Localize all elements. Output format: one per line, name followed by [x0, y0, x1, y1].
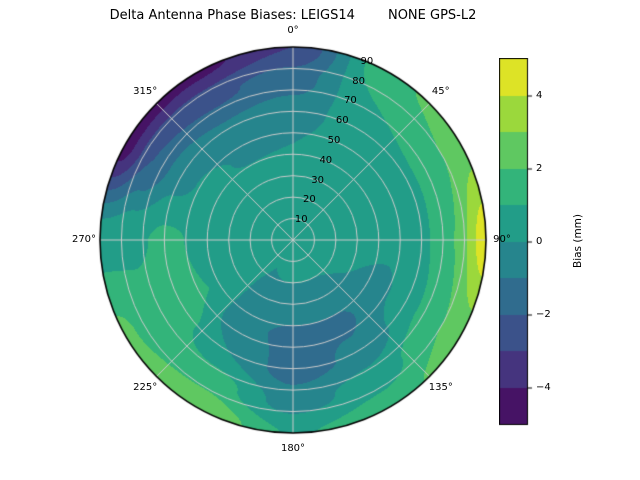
angular-tick-270deg: 270° — [71, 234, 97, 245]
radial-tick-50: 50 — [327, 134, 341, 146]
radial-tick-70: 70 — [344, 95, 357, 107]
radial-tick-10: 10 — [294, 214, 308, 226]
colorbar-tick--2: −2 — [536, 308, 551, 320]
colorbar-tick-4: 4 — [536, 89, 543, 101]
angular-tick-0deg: 0° — [287, 25, 299, 36]
radial-tick-60: 60 — [335, 115, 349, 127]
radial-tick-80: 80 — [352, 75, 366, 87]
angular-tick-180deg: 180° — [280, 443, 306, 454]
radial-tick-90: 90 — [360, 55, 374, 67]
angular-tick-90deg: 90° — [493, 234, 511, 245]
angular-tick-135deg: 135° — [428, 381, 453, 393]
colorbar-tick-2: 2 — [536, 162, 543, 174]
angular-tick-45deg: 45° — [431, 86, 450, 98]
colorbar-tick--4: −4 — [536, 381, 551, 393]
radial-tick-40: 40 — [319, 154, 333, 166]
colorbar-label: Bias (mm) — [572, 213, 584, 269]
colorbar — [499, 58, 539, 426]
angular-tick-225deg: 225° — [133, 381, 158, 393]
radial-tick-30: 30 — [311, 174, 324, 186]
angular-tick-315deg: 315° — [133, 86, 158, 98]
radial-tick-20: 20 — [303, 194, 316, 206]
colorbar-tick-0: 0 — [536, 235, 543, 247]
